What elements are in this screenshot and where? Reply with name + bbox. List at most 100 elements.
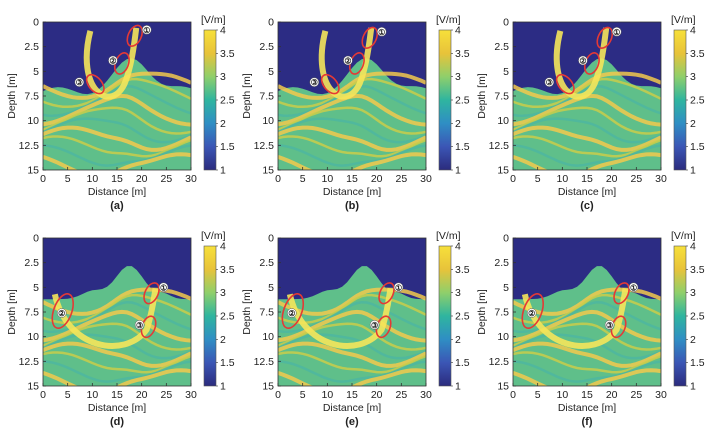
marker-badge <box>309 77 320 87</box>
marker-label: ② <box>528 309 535 318</box>
y-tick-label: 7.5 <box>494 307 509 319</box>
layer-stripe <box>43 341 191 368</box>
marker-badge <box>343 55 353 66</box>
wavefront <box>553 27 610 100</box>
marker-2: ② <box>281 293 305 330</box>
y-axis-label: Depth [m] <box>476 289 488 335</box>
x-tick-label: 25 <box>160 173 172 185</box>
layer-stripe <box>278 117 426 144</box>
colorbar-tick-label: 4 <box>690 241 696 253</box>
layer-stripe <box>43 125 191 152</box>
x-tick-label: 25 <box>395 389 407 401</box>
colorbar-tick-label: 4 <box>220 241 226 253</box>
colorbar-tick-label: 4 <box>455 241 461 253</box>
layer-stripe <box>43 71 191 100</box>
x-tick-label: 0 <box>510 173 516 185</box>
layer-stripe <box>513 77 661 109</box>
marker-2: ② <box>521 293 544 330</box>
y-tick-label: 10 <box>497 115 509 127</box>
layer-stripe <box>278 300 426 333</box>
x-axis-label: Distance [m] <box>558 186 616 198</box>
x-tick-label: 0 <box>275 173 281 185</box>
colorbar-tick-label: 1.5 <box>690 141 705 153</box>
colorbar-tick-label: 2 <box>220 118 226 130</box>
x-tick-label: 20 <box>136 173 148 185</box>
y-tick-label: 15 <box>27 381 39 393</box>
colorbar-tick-label: 3 <box>455 71 461 83</box>
y-tick-label: 2.5 <box>24 257 39 269</box>
marker-ellipse <box>51 293 74 330</box>
y-tick-label: 12.5 <box>489 356 510 368</box>
marker-badge <box>604 320 615 330</box>
layer-stripe <box>513 300 661 333</box>
marker-badge <box>578 55 588 66</box>
y-tick-label: 2.5 <box>494 41 509 53</box>
colorbar-tick-label: 2 <box>455 118 461 130</box>
x-tick-label: 30 <box>655 173 667 185</box>
y-tick-label: 0 <box>503 17 509 29</box>
marker-badge <box>544 77 555 87</box>
layer-stripe <box>513 106 661 135</box>
layer-stripe <box>513 135 661 158</box>
colorbar <box>203 245 217 387</box>
colorbar-tick-label: 3.5 <box>455 264 470 276</box>
layer-stripe <box>278 71 426 100</box>
colorbar-tick-label: 4 <box>220 25 226 37</box>
layer-stripe <box>43 117 191 144</box>
marker-label: ① <box>378 28 385 37</box>
layer-stripe <box>513 333 661 360</box>
marker-2: ② <box>578 52 600 75</box>
layer-stripe <box>513 125 661 152</box>
colorbar-tick-label: 1.5 <box>690 357 705 369</box>
marker-3: ③ <box>309 73 340 95</box>
y-tick-label: 5 <box>268 282 274 294</box>
x-tick-label: 15 <box>111 173 123 185</box>
marker-badge <box>108 55 118 66</box>
y-tick-label: 10 <box>262 331 274 343</box>
colorbar-tick-label: 1 <box>220 381 226 393</box>
x-tick-label: 30 <box>655 389 667 401</box>
x-axis-label: Distance [m] <box>558 402 616 414</box>
marker-label: ③ <box>371 321 378 330</box>
y-tick-label: 12.5 <box>19 140 40 152</box>
layer-stripe <box>513 341 661 368</box>
colorbar-tick-label: 1.5 <box>220 357 235 369</box>
x-tick-label: 15 <box>581 173 593 185</box>
x-tick-label: 25 <box>395 173 407 185</box>
marker-label: ② <box>58 309 65 318</box>
marker-1: ① <box>143 282 169 305</box>
marker-badge <box>369 320 380 330</box>
x-tick-label: 10 <box>86 173 98 185</box>
colorbar-tick-label: 3.5 <box>690 264 705 276</box>
marker-badge <box>158 282 169 293</box>
y-tick-label: 0 <box>268 233 274 245</box>
y-tick-label: 15 <box>262 165 274 177</box>
plot-area <box>513 22 661 170</box>
colorbar-tick-label: 4 <box>455 25 461 37</box>
marker-badge <box>74 77 85 87</box>
colorbar-unit: [V/m] <box>671 14 696 26</box>
marker-3: ③ <box>134 315 157 339</box>
marker-1: ① <box>361 26 387 49</box>
marker-3: ③ <box>604 315 627 339</box>
layer-stripe <box>43 135 191 158</box>
layer-stripe <box>513 117 661 144</box>
marker-2: ② <box>343 52 365 75</box>
y-tick-label: 15 <box>262 381 274 393</box>
marker-3: ③ <box>74 73 105 95</box>
marker-ellipse <box>378 282 395 305</box>
colorbar-tick-label: 3 <box>690 71 696 83</box>
marker-badge <box>56 308 67 318</box>
marker-ellipse <box>143 282 160 305</box>
layer-stripe <box>43 300 191 333</box>
layer-stripe <box>278 106 426 135</box>
panel-caption: (d) <box>110 416 124 428</box>
colorbar <box>673 245 687 387</box>
colorbar-tick-label: 2 <box>690 334 696 346</box>
y-tick-label: 10 <box>497 331 509 343</box>
colorbar-unit: [V/m] <box>201 230 226 242</box>
colorbar-tick-label: 2.5 <box>455 95 470 107</box>
